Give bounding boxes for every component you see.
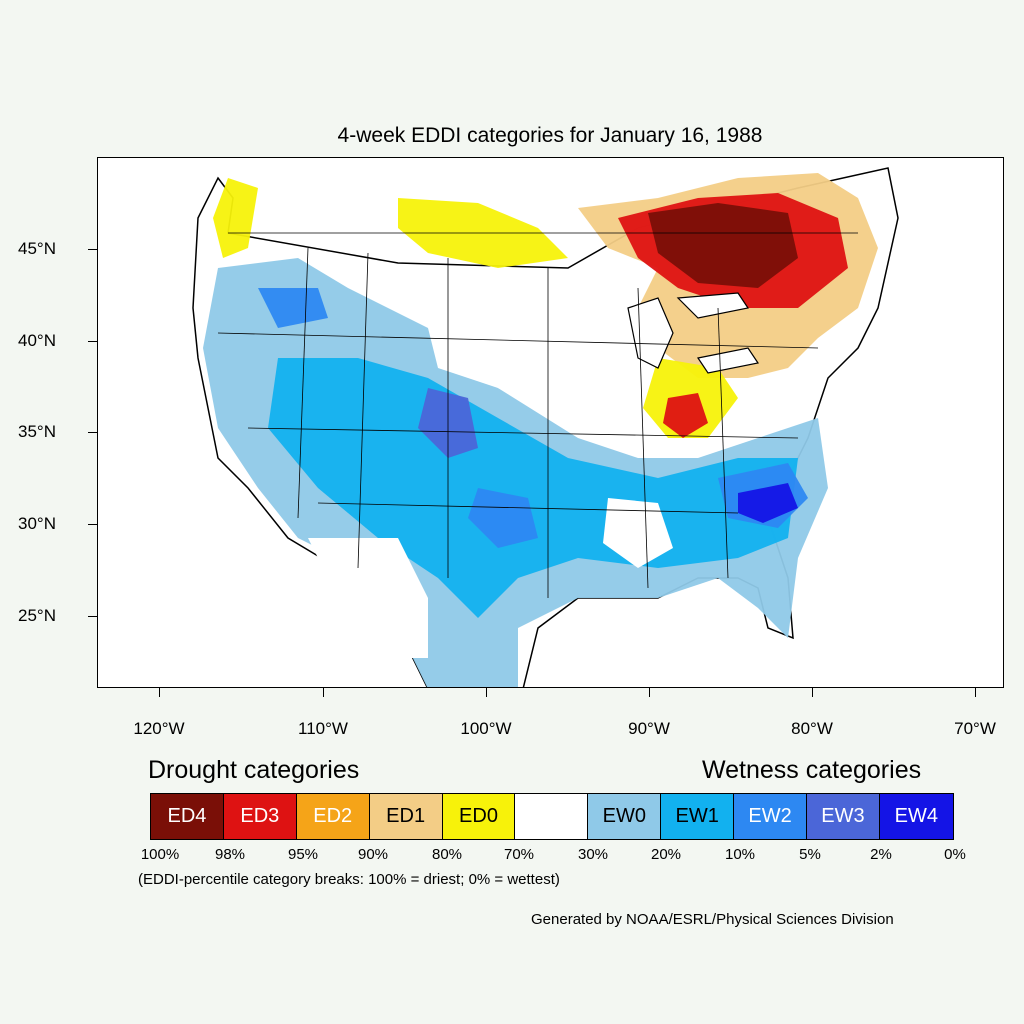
legend-swatch-ew1: EW1 (661, 794, 735, 839)
map-plot-area (97, 157, 1004, 688)
x-axis-label: 90°W (628, 719, 670, 738)
percent-break: 0% (944, 846, 966, 863)
percent-break: 100% (140, 846, 180, 863)
drought-categories-heading: Drought categories (148, 756, 360, 784)
legend-swatch-ed2: ED2 (296, 794, 370, 839)
category-breaks-note: (EDDI-percentile category breaks: 100% =… (138, 871, 560, 888)
x-tick (159, 688, 160, 697)
eddi-map (192, 167, 899, 687)
state-boundaries (217, 232, 858, 598)
near-normal-region (308, 328, 673, 658)
legend-swatch-ew0: EW0 (588, 794, 662, 839)
x-tick (323, 688, 324, 697)
great-lakes (627, 292, 759, 374)
y-tick (88, 432, 97, 433)
legend-swatch-ed1: ED1 (369, 794, 443, 839)
x-axis-label: 110°W (298, 719, 348, 738)
x-axis-label: 80°W (791, 719, 833, 738)
percent-break: 98% (214, 846, 246, 863)
legend-swatch-ew3: EW3 (807, 794, 880, 839)
percent-break: 95% (287, 846, 319, 863)
percent-break: 10% (724, 846, 756, 863)
credit-line: Generated by NOAA/ESRL/Physical Sciences… (531, 911, 894, 928)
legend-swatch-ed0: ED0 (442, 794, 516, 839)
x-tick (812, 688, 813, 697)
y-tick (88, 341, 97, 342)
x-axis-label: 120°W (133, 719, 185, 738)
legend-swatch-ed3: ED3 (223, 794, 297, 839)
legend-swatch-normal (515, 794, 589, 839)
y-tick (88, 616, 97, 617)
y-axis-label: 40°N (18, 331, 56, 350)
y-tick (88, 524, 97, 525)
percent-break: 2% (870, 846, 892, 863)
percent-break: 70% (503, 846, 535, 863)
wetness-categories-heading: Wetness categories (702, 756, 922, 784)
y-tick (88, 249, 97, 250)
legend-swatch-ed4: ED4 (151, 794, 224, 839)
percent-break: 20% (650, 846, 682, 863)
y-axis-label: 25°N (18, 606, 56, 625)
percent-break: 30% (577, 846, 609, 863)
category-legend: ED4 ED3 ED2 ED1 ED0 EW0 EW1 EW2 EW3 EW4 (150, 793, 954, 840)
legend-swatch-ew2: EW2 (734, 794, 808, 839)
x-axis-label: 70°W (954, 719, 996, 738)
percent-break: 80% (431, 846, 463, 863)
map-title: 4-week EDDI categories for January 16, 1… (337, 124, 763, 147)
y-axis-label: 30°N (18, 514, 56, 533)
x-tick (649, 688, 650, 697)
percent-break: 90% (357, 846, 389, 863)
y-axis-label: 35°N (18, 422, 56, 441)
x-axis-label: 100°W (460, 719, 512, 738)
x-tick (486, 688, 487, 697)
y-axis-label: 45°N (18, 239, 56, 258)
legend-swatch-ew4: EW4 (879, 794, 953, 839)
x-tick (975, 688, 976, 697)
percent-break: 5% (799, 846, 821, 863)
